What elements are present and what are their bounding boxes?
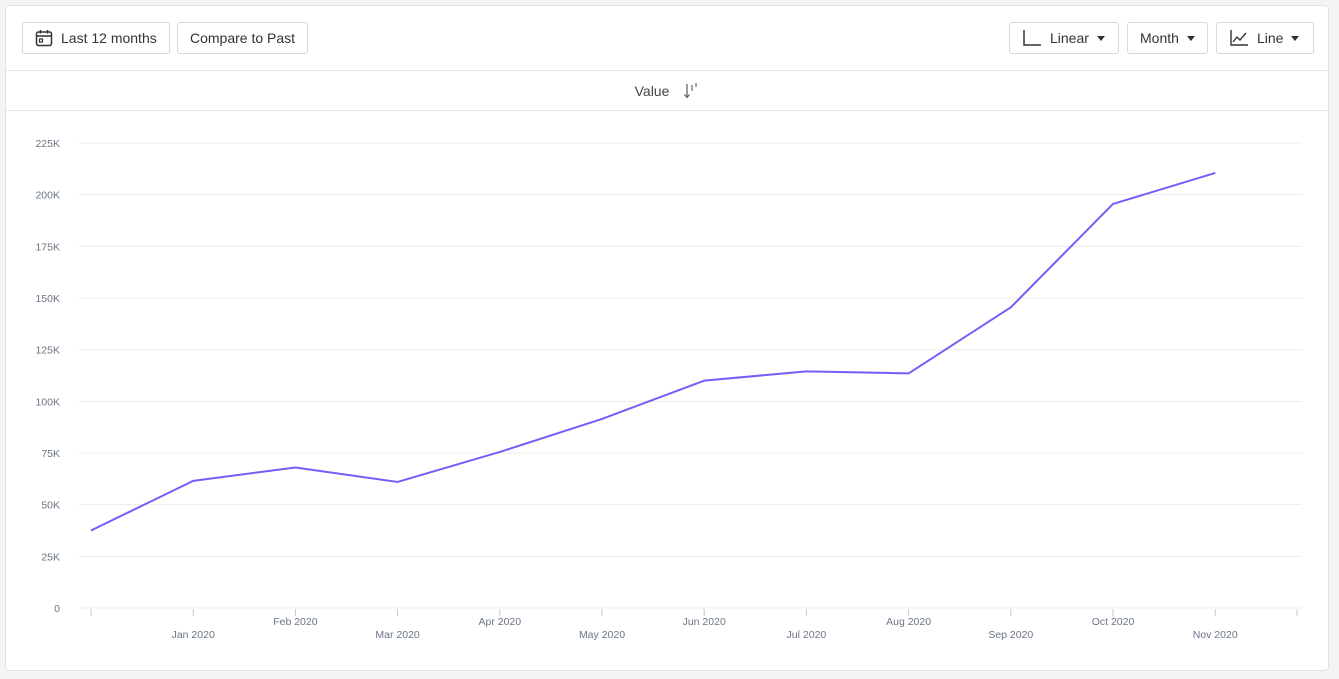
metric-header: Value: [6, 71, 1328, 111]
line-chart-icon: [1229, 29, 1249, 47]
chart-title: Value: [634, 82, 670, 99]
x-tick-label: Mar 2020: [375, 629, 420, 641]
y-tick-label: 150K: [35, 293, 60, 305]
y-tick-label: 75K: [41, 448, 60, 460]
series-line[interactable]: [90, 172, 1216, 532]
y-tick-label: 125K: [35, 345, 60, 357]
scale-dropdown[interactable]: Linear: [1009, 22, 1119, 54]
chevron-down-icon: [1186, 35, 1195, 41]
date-range-button[interactable]: Last 12 months: [22, 22, 170, 54]
y-tick-label: 175K: [35, 241, 60, 253]
report-card: Last 12 months Compare to Past Linear Mo…: [5, 5, 1329, 671]
x-tick-label: Jun 2020: [683, 616, 726, 628]
y-tick-label: 200K: [35, 190, 60, 202]
y-tick-label: 25K: [41, 551, 60, 563]
x-tick-label: Oct 2020: [1092, 616, 1135, 628]
x-tick-label: Sep 2020: [988, 629, 1033, 641]
date-range-label: Last 12 months: [61, 30, 157, 46]
sort-descending-icon[interactable]: [683, 82, 699, 100]
chart-type-label: Line: [1257, 30, 1284, 46]
x-tick-label: Jan 2020: [172, 629, 215, 641]
chevron-down-icon: [1291, 35, 1300, 41]
y-tick-label: 100K: [35, 396, 60, 408]
y-tick-label: 225K: [35, 138, 60, 150]
x-tick-label: Aug 2020: [886, 616, 931, 628]
x-tick-label: May 2020: [579, 629, 625, 641]
y-tick-label: 50K: [41, 500, 60, 512]
x-tick-label: Feb 2020: [273, 616, 318, 628]
interval-dropdown[interactable]: Month: [1127, 22, 1208, 54]
x-tick-label: Jul 2020: [787, 629, 827, 641]
interval-label: Month: [1140, 30, 1179, 46]
chart-type-dropdown[interactable]: Line: [1216, 22, 1314, 54]
x-tick-label: Apr 2020: [478, 616, 521, 628]
axis-icon: [1022, 29, 1042, 47]
y-tick-label: 0: [54, 603, 60, 615]
calendar-icon: [35, 29, 53, 47]
scale-label: Linear: [1050, 30, 1089, 46]
chevron-down-icon: [1096, 35, 1105, 41]
toolbar: Last 12 months Compare to Past Linear Mo…: [6, 6, 1328, 71]
compare-to-past-button[interactable]: Compare to Past: [177, 22, 309, 54]
x-tick-label: Nov 2020: [1193, 629, 1238, 641]
compare-label: Compare to Past: [190, 30, 296, 46]
line-chart: 0 25K 50K 75K 100K 125K 150K 175K 200K 225K Jan 20…: [35, 138, 1302, 641]
